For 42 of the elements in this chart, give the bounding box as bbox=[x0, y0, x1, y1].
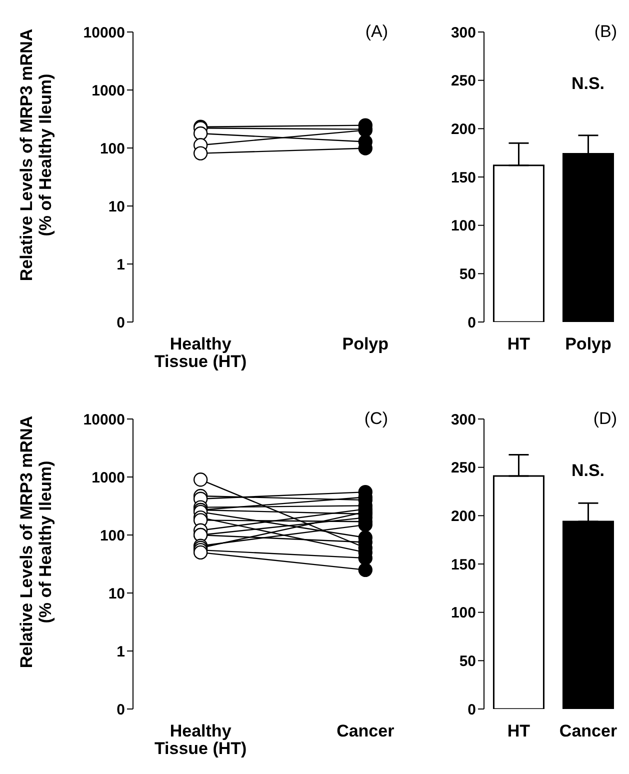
y-tick-label: 10 bbox=[108, 585, 125, 602]
y-tick-label: 300 bbox=[450, 411, 476, 428]
y-tick-label: 1000 bbox=[92, 469, 125, 486]
y-axis-title: Relative Levels of MRP3 mRNA (% of Healthy Ileum) bbox=[17, 416, 55, 668]
y-tick-label: 150 bbox=[450, 556, 476, 574]
x-tick-label: Polyp bbox=[342, 334, 389, 354]
y-tick-label: 100 bbox=[100, 527, 125, 544]
y-tick-label: 10000 bbox=[83, 411, 125, 428]
y-tick-label: 250 bbox=[450, 72, 476, 90]
x-tick-label: Polyp bbox=[565, 334, 612, 354]
x-tick-label: HT bbox=[507, 721, 531, 740]
y-tick-label: 0 bbox=[116, 314, 125, 332]
chart-title: (A) bbox=[365, 22, 388, 42]
y-tick-label: 1 bbox=[116, 256, 125, 274]
x-tick-label: Cancer bbox=[336, 721, 395, 740]
y-tick-label: 150 bbox=[450, 169, 476, 186]
y-tick-label: 100 bbox=[100, 140, 125, 158]
y-tick-label: 250 bbox=[450, 460, 476, 477]
y-tick-label: 100 bbox=[450, 604, 476, 622]
annotation: N.S. bbox=[570, 461, 606, 481]
y-tick-label: 0 bbox=[116, 701, 125, 718]
y-tick-label: 10 bbox=[108, 198, 125, 216]
annotation: N.S. bbox=[570, 74, 606, 94]
y-tick-label: 50 bbox=[459, 266, 476, 283]
chart-title: (B) bbox=[594, 22, 617, 42]
y-tick-label: 1 bbox=[116, 643, 125, 660]
y-tick-label: 300 bbox=[450, 24, 476, 42]
chart-title: (C) bbox=[364, 409, 388, 429]
x-tick-label: Cancer bbox=[559, 721, 618, 740]
y-tick-label: 100 bbox=[450, 218, 476, 235]
x-tick-label: Healthy Tissue (HT) bbox=[154, 721, 247, 758]
y-tick-label: 0 bbox=[468, 701, 476, 718]
y-tick-label: 10000 bbox=[83, 24, 125, 42]
chart-title: (D) bbox=[593, 409, 617, 429]
x-tick-label: HT bbox=[507, 334, 531, 354]
y-tick-label: 200 bbox=[450, 120, 476, 138]
y-tick-label: 1000 bbox=[92, 82, 125, 100]
y-tick-label: 50 bbox=[459, 652, 476, 670]
y-axis-title: Relative Levels of MRP3 mRNA (% of Healthy Ileum) bbox=[17, 28, 55, 282]
y-tick-label: 0 bbox=[468, 314, 476, 332]
y-tick-label: 200 bbox=[450, 508, 476, 525]
x-tick-label: Healthy Tissue (HT) bbox=[154, 334, 247, 372]
